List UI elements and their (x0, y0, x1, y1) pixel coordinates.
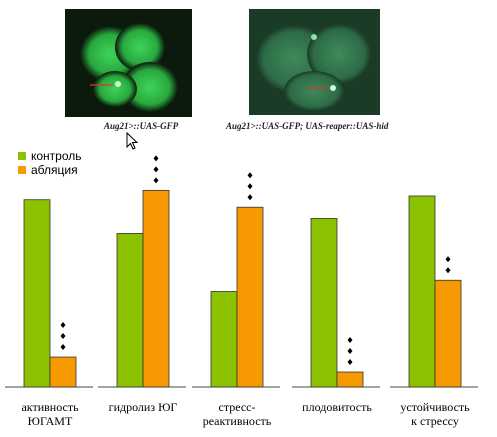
x-tick-label: активность (21, 400, 79, 414)
bar-control (23, 199, 51, 388)
significance-mark (347, 348, 353, 355)
legend-label-control: контроль (31, 149, 82, 163)
significance-mark (347, 337, 353, 344)
bar-control (310, 218, 338, 388)
significance-mark (247, 194, 253, 201)
bar-control (210, 291, 238, 388)
x-tick-label: стресс- (219, 400, 256, 414)
mouse-cursor-icon (126, 132, 139, 150)
bar-control (116, 233, 144, 388)
x-tick-label: к стрессу (411, 414, 459, 428)
significance-mark (60, 344, 66, 351)
micrograph-caption-control: Aug21>::UAS-GFP (104, 121, 179, 131)
legend-swatch-ablation (18, 166, 26, 174)
micrograph-control (65, 9, 192, 117)
significance-mark (60, 322, 66, 329)
significance-mark (153, 155, 159, 162)
bar-ablation (336, 371, 364, 388)
significance-mark (247, 183, 253, 190)
legend-label-ablation: абляция (31, 163, 78, 177)
legend-swatch-control (18, 152, 26, 160)
x-tick-label: ЮГАМТ (28, 414, 73, 428)
significance-mark (347, 359, 353, 366)
bar-control (408, 195, 436, 388)
micrograph-ablation (249, 9, 380, 115)
micrograph-control-image (80, 23, 178, 112)
bar-ablation (142, 189, 170, 388)
significance-mark (153, 166, 159, 173)
bar-ablation (434, 279, 462, 388)
significance-mark (445, 256, 451, 263)
bar-ablation (236, 206, 264, 388)
significance-mark (153, 177, 159, 184)
x-tick-label: гидролиз ЮГ (109, 400, 178, 414)
significance-mark (60, 333, 66, 340)
x-tick-label: реактивность (203, 414, 272, 428)
micrograph-ablation-image (256, 24, 371, 111)
x-tick-label: устойчивость (400, 400, 470, 414)
x-tick-label: плодовитость (302, 400, 372, 414)
bar-ablation (49, 356, 77, 388)
legend-item-ablation: абляция (18, 163, 78, 177)
legend-item-control: контроль (18, 149, 82, 163)
micrograph-caption-ablation: Aug21>::UAS-GFP; UAS-reaper::UAS-hid (226, 121, 389, 131)
significance-mark (247, 172, 253, 179)
significance-mark (445, 267, 451, 274)
